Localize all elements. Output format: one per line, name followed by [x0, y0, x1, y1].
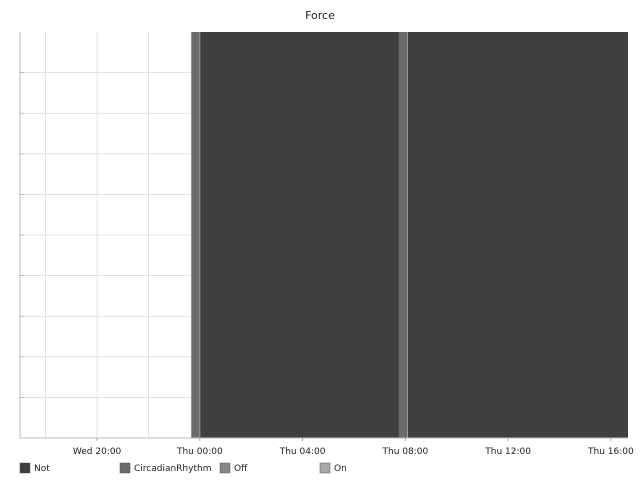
legend-label: Off	[234, 464, 248, 474]
chart-title: Force	[305, 9, 335, 22]
plot-area	[19, 32, 628, 439]
legend-swatch	[19, 462, 31, 474]
x-tick-label: Wed 20:00	[73, 447, 122, 457]
x-tick-label: Thu 04:00	[279, 447, 326, 457]
legend-label: Not	[34, 464, 50, 474]
series-area-circadianrhythm	[191, 32, 200, 438]
legend-swatch	[119, 462, 131, 474]
legend-swatch	[219, 462, 231, 474]
x-tick-label: Thu 16:00	[587, 447, 634, 457]
series-area-not	[407, 32, 628, 438]
series-area-circadianrhythm	[398, 32, 408, 438]
legend-label: CircadianRhythm	[134, 464, 211, 474]
x-axis: Wed 20:00 Thu 00:00 Thu 04:00 Thu 08:00 Thu …	[73, 438, 634, 457]
x-tick-label: Thu 08:00	[382, 447, 429, 457]
x-tick-label: Thu 12:00	[484, 447, 531, 457]
legend: Not CircadianRhythm Off On	[19, 462, 347, 474]
x-tick-label: Thu 00:00	[176, 447, 223, 457]
legend-label: On	[334, 464, 347, 474]
legend-swatch	[319, 462, 331, 474]
series-area-not	[199, 32, 399, 438]
